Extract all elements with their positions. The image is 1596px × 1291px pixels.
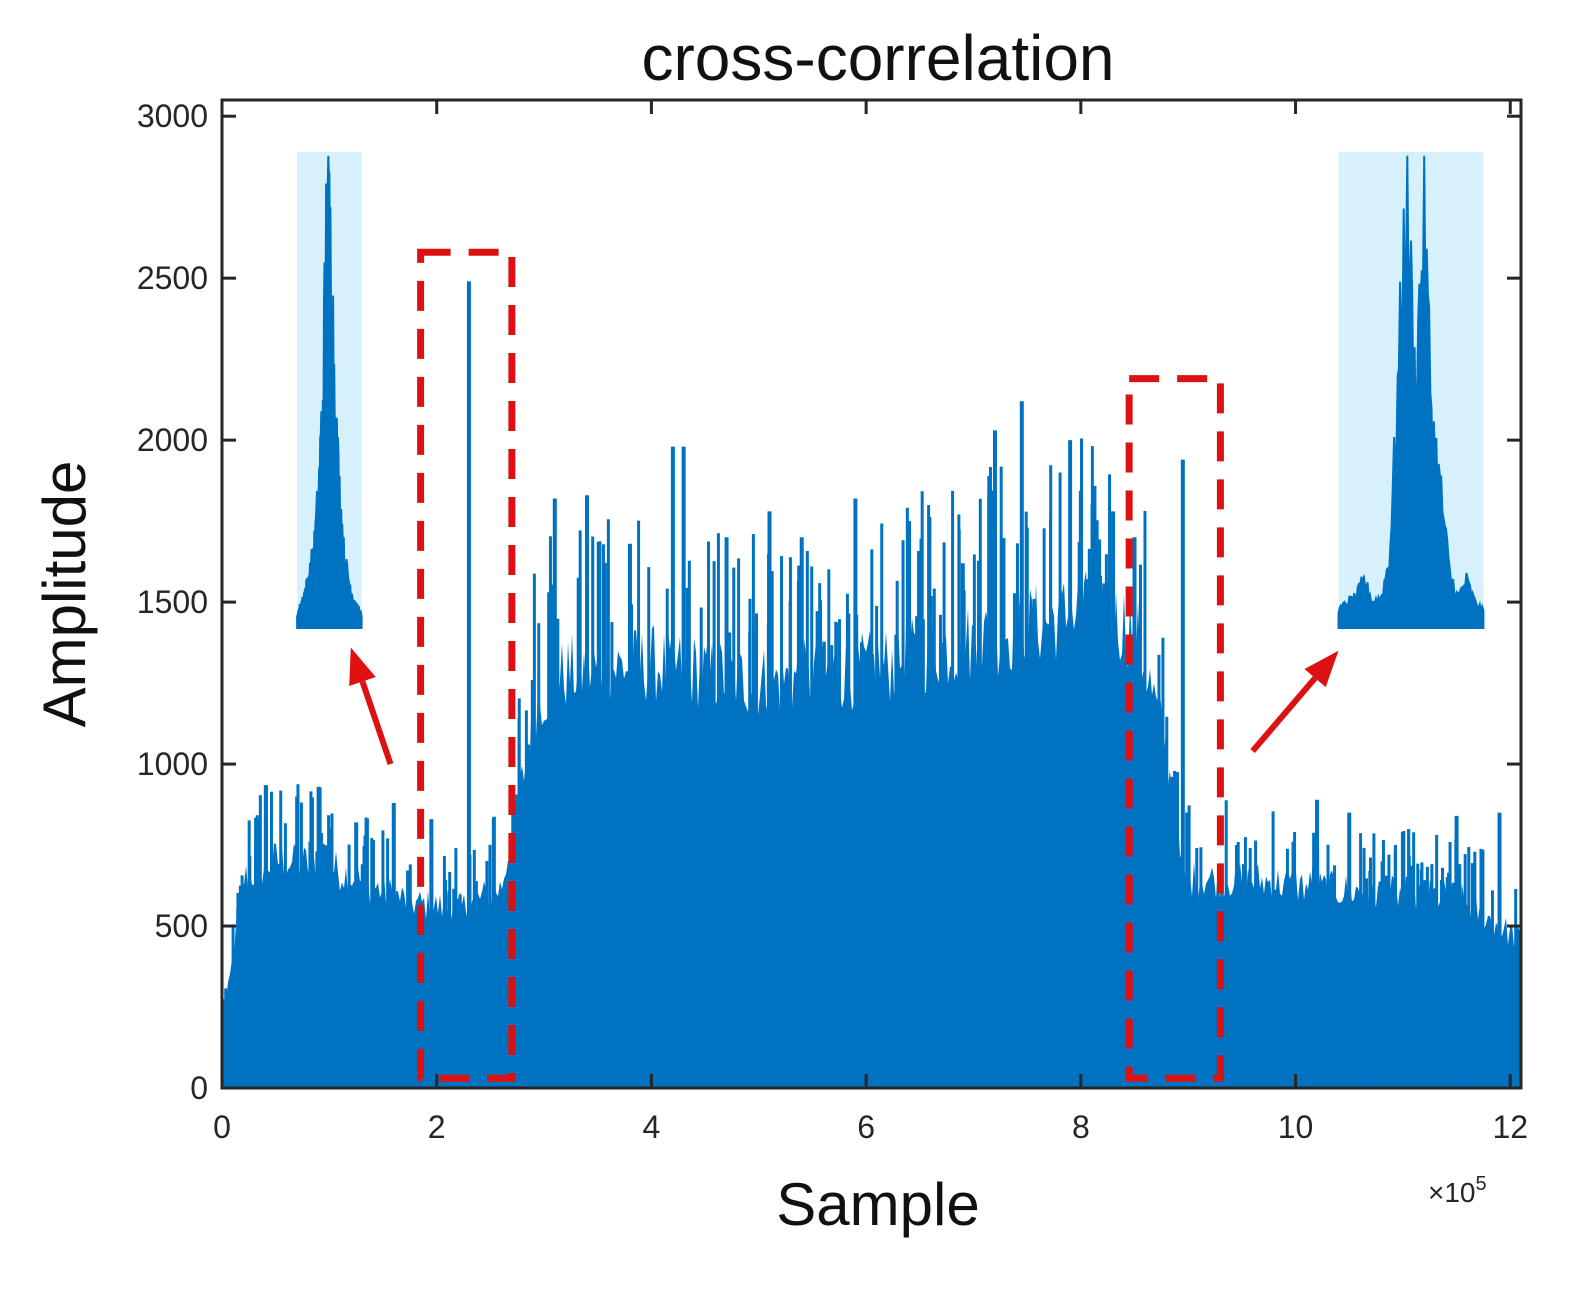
annotation-layer xyxy=(296,151,1485,1082)
y-tick-label: 1500 xyxy=(137,584,208,620)
plot-frame xyxy=(220,98,1523,1090)
y-tick-label: 1000 xyxy=(137,746,208,782)
x-multiplier-exponent: 5 xyxy=(1476,1173,1487,1195)
arrow-shaft xyxy=(359,680,394,766)
x-multiplier: ×105 xyxy=(1428,1173,1487,1208)
arrow-shaft xyxy=(1250,676,1318,754)
x-tick-label: 10 xyxy=(1278,1109,1314,1145)
y-tick-label: 2500 xyxy=(137,260,208,296)
inset-peak-trace xyxy=(1337,155,1485,630)
x-tick-label: 6 xyxy=(857,1109,875,1145)
zoom-inset xyxy=(296,151,363,630)
arrow-head xyxy=(349,647,376,687)
chart-title: cross-correlation xyxy=(641,22,1114,94)
y-tick-label: 500 xyxy=(155,908,208,944)
y-axis-label: Amplitude xyxy=(31,461,98,728)
y-tick-label: 2000 xyxy=(137,422,208,458)
x-tick-label: 0 xyxy=(213,1109,231,1145)
red-arrow xyxy=(349,647,394,766)
zoom-inset xyxy=(1337,151,1485,630)
arrow-head xyxy=(1304,650,1339,688)
amplitude-series xyxy=(222,281,1521,1088)
highlight-dashed-box xyxy=(417,248,516,1082)
axis-ticks: 0 2 4 6 8 10 12 0 500 1000 1500 2000 2500 3000 xyxy=(137,98,1528,1145)
inset-peak-trace xyxy=(296,155,363,630)
x-tick-label: 4 xyxy=(643,1109,661,1145)
x-axis-label: Sample xyxy=(776,1171,979,1238)
red-arrow xyxy=(1250,650,1339,754)
x-multiplier-base: ×10 xyxy=(1428,1177,1476,1208)
x-tick-label: 2 xyxy=(428,1109,446,1145)
y-tick-label: 3000 xyxy=(137,98,208,134)
x-tick-label: 8 xyxy=(1072,1109,1090,1145)
highlight-dashed-box xyxy=(1125,375,1224,1082)
x-tick-label: 12 xyxy=(1492,1109,1528,1145)
y-tick-label: 0 xyxy=(190,1070,208,1106)
